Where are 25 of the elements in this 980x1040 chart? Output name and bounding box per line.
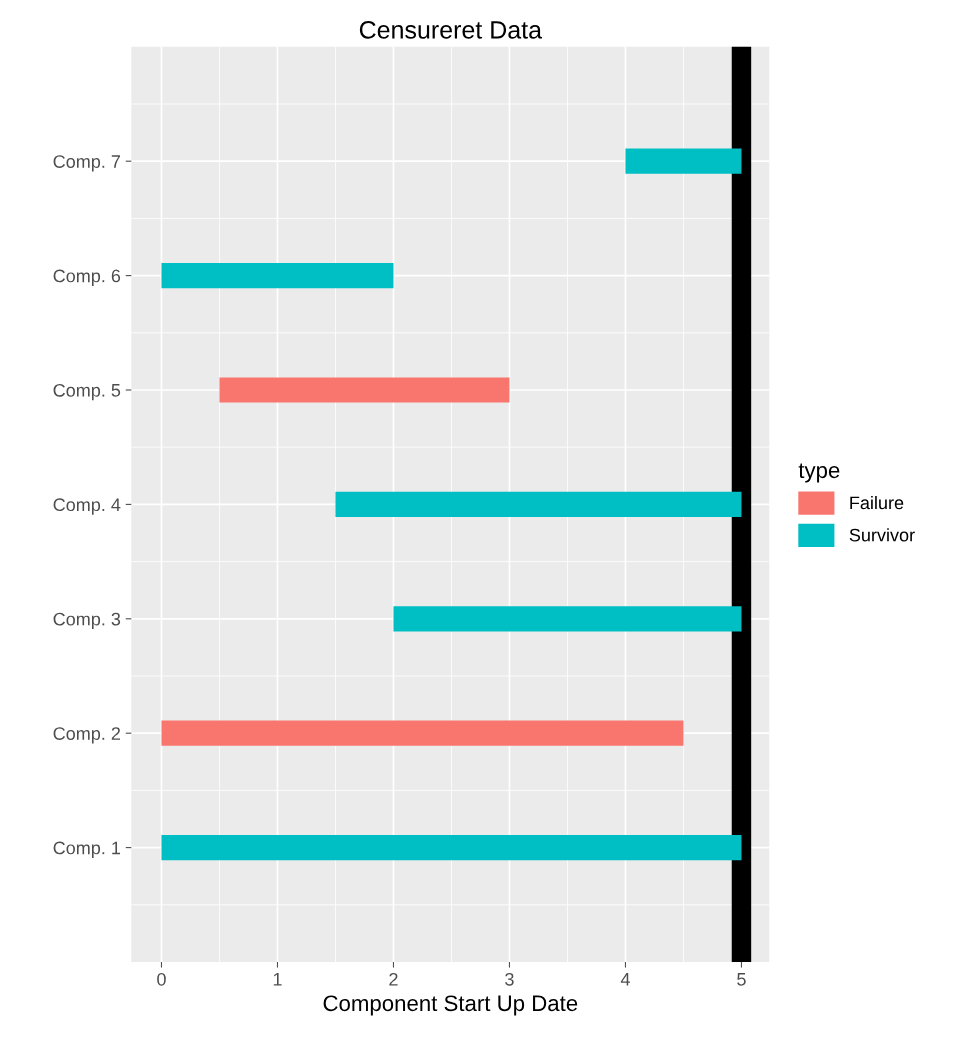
x-tick-label: 5 (737, 973, 746, 986)
x-axis-title: Component Start Up Date (323, 995, 578, 1016)
x-tick-label: 4 (620, 973, 630, 986)
y-tick-label: Comp. 1 (53, 841, 121, 858)
legend-label: Survivor (849, 528, 915, 542)
bar (625, 148, 742, 174)
x-tick-label: 2 (389, 972, 398, 986)
x-tick-label: 1 (273, 973, 282, 986)
y-tick-label: Comp. 6 (53, 269, 121, 286)
x-tick-label: 0 (157, 972, 166, 986)
legend-title: type (798, 463, 840, 483)
bar (219, 377, 510, 403)
y-tick-label: Comp. 2 (53, 727, 120, 744)
x-tick-label: 3 (505, 972, 514, 986)
legend-label: Failure (850, 495, 904, 510)
chart-title: Censureret Data (359, 21, 543, 39)
y-tick-label: Comp. 4 (53, 498, 121, 515)
bar (335, 491, 742, 517)
y-tick-label: Comp. 3 (53, 612, 121, 630)
y-tick-label: Comp. 7 (53, 155, 120, 172)
y-tick-label: Comp. 5 (53, 383, 121, 401)
bar (161, 720, 684, 746)
bar (161, 263, 394, 289)
bar (161, 835, 742, 861)
bar (393, 606, 742, 632)
